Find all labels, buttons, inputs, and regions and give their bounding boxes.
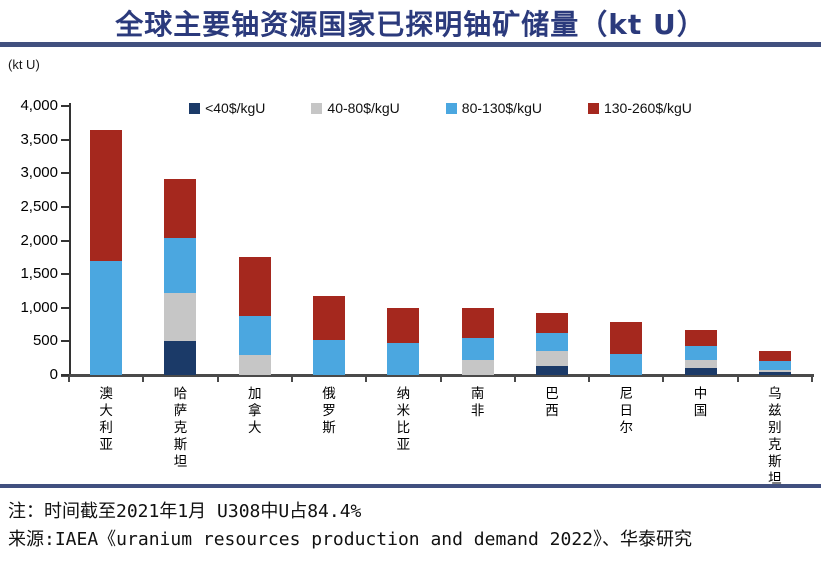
y-axis-tick-label: 1,000 bbox=[20, 298, 58, 316]
x-axis-category-label: 中国 bbox=[693, 386, 708, 419]
footer-note: 注：时间截至2021年1月 U308中U占84.4% bbox=[8, 501, 362, 522]
y-axis-tick-label: 0 bbox=[49, 366, 58, 383]
bar-segment bbox=[238, 257, 271, 317]
legend-swatch-icon bbox=[311, 102, 323, 114]
x-axis-category-label: 巴西 bbox=[545, 386, 559, 419]
y-axis-tick bbox=[61, 306, 69, 309]
x-axis-tick bbox=[662, 377, 665, 382]
bar-segment bbox=[684, 359, 717, 369]
y-axis-tick bbox=[61, 374, 69, 376]
bar-segment bbox=[610, 321, 643, 355]
bar-segment bbox=[313, 296, 346, 341]
y-axis-line bbox=[69, 103, 71, 376]
x-axis-category-label: 尼日尔 bbox=[619, 386, 633, 436]
x-axis-category-label: 南非 bbox=[470, 386, 485, 419]
bar-segment bbox=[164, 341, 197, 375]
legend-label: 40-80$/kgU bbox=[327, 100, 400, 116]
bar-segment bbox=[758, 360, 791, 370]
bar-segment bbox=[387, 307, 420, 343]
y-axis-tick bbox=[61, 105, 69, 107]
x-axis-tick bbox=[513, 377, 516, 382]
y-axis-tick bbox=[61, 138, 69, 141]
bar-segment bbox=[164, 238, 197, 293]
y-axis-tick-label: 3,000 bbox=[20, 164, 58, 182]
bar-segment bbox=[313, 340, 346, 375]
legend-swatch-icon bbox=[445, 102, 457, 114]
y-axis-tick bbox=[61, 239, 69, 242]
x-axis-line bbox=[61, 374, 814, 377]
chart-title: 全球主要铀资源国家已探明铀矿储量（kt U） bbox=[115, 8, 706, 41]
x-axis-tick bbox=[365, 377, 368, 382]
y-axis-tick bbox=[61, 205, 69, 208]
x-axis-tick bbox=[588, 377, 591, 382]
y-axis-tick bbox=[61, 172, 69, 175]
bar-segment bbox=[90, 129, 123, 261]
legend-swatch-icon bbox=[189, 102, 201, 114]
chart-legend: <40$/kgU 40-80$/kgU 80-130$/kgU 130-260$/kg… bbox=[69, 100, 812, 116]
legend-item: 40-80$/kgU bbox=[311, 100, 400, 116]
bar-segment bbox=[90, 260, 123, 375]
bar-segment bbox=[238, 316, 271, 356]
legend-item: <40$/kgU bbox=[189, 100, 265, 116]
y-axis-tick bbox=[61, 340, 69, 343]
bar-segment bbox=[461, 360, 494, 375]
x-axis-category-label: 俄罗斯 bbox=[322, 386, 336, 436]
x-axis-tick bbox=[290, 377, 293, 382]
bar-segment bbox=[610, 354, 643, 375]
title-divider bbox=[0, 42, 821, 47]
x-axis-tick bbox=[811, 377, 813, 382]
bar-segment bbox=[535, 332, 568, 352]
legend-item: 130-260$/kgU bbox=[587, 100, 692, 116]
x-axis-category-label: 纳米比亚 bbox=[396, 386, 411, 453]
legend-label: 130-260$/kgU bbox=[603, 100, 692, 116]
y-axis-tick-label: 2,000 bbox=[20, 231, 58, 249]
x-axis-category-label: 乌兹别克斯坦 bbox=[768, 386, 782, 487]
bar-segment bbox=[238, 355, 271, 375]
y-axis-tick-label: 2,500 bbox=[20, 197, 58, 215]
y-axis-tick-label: 3,500 bbox=[20, 130, 58, 148]
bar-segment bbox=[164, 292, 197, 342]
bar-segment bbox=[164, 178, 197, 239]
bar-segment bbox=[758, 351, 791, 361]
legend-item: 80-130$/kgU bbox=[445, 100, 542, 116]
x-axis-tick bbox=[68, 377, 70, 382]
footer-divider bbox=[0, 484, 821, 488]
y-axis-unit-label: (kt U) bbox=[8, 57, 40, 72]
bar-segment bbox=[684, 368, 717, 375]
x-axis-tick bbox=[736, 377, 739, 382]
bar-segment bbox=[758, 369, 791, 372]
bar-segment bbox=[461, 308, 494, 338]
x-axis-tick bbox=[216, 377, 219, 382]
legend-swatch-icon bbox=[587, 102, 599, 114]
bar-segment bbox=[684, 346, 717, 360]
bar-segment bbox=[461, 338, 494, 361]
y-axis-tick-label: 1,500 bbox=[20, 265, 58, 283]
bar-segment bbox=[684, 329, 717, 347]
y-axis-tick-label: 500 bbox=[32, 332, 58, 350]
x-axis-category-label: 哈萨克斯坦 bbox=[173, 386, 188, 470]
x-axis-tick bbox=[439, 377, 442, 382]
x-axis-category-label: 加拿大 bbox=[247, 386, 262, 436]
bar-segment bbox=[535, 313, 568, 333]
legend-label: <40$/kgU bbox=[205, 100, 266, 116]
bar-segment bbox=[387, 342, 420, 375]
legend-label: 80-130$/kgU bbox=[461, 100, 542, 116]
y-axis-tick-label: 4,000 bbox=[20, 97, 58, 114]
x-axis-category-label: 澳大利亚 bbox=[99, 386, 113, 453]
footer-source: 来源:IAEA《uranium resources production and… bbox=[8, 529, 693, 550]
x-axis-tick bbox=[142, 377, 145, 382]
bar-segment bbox=[535, 365, 568, 375]
bar-segment bbox=[535, 351, 568, 366]
bar-segment bbox=[758, 371, 791, 375]
y-axis-tick bbox=[61, 273, 69, 276]
